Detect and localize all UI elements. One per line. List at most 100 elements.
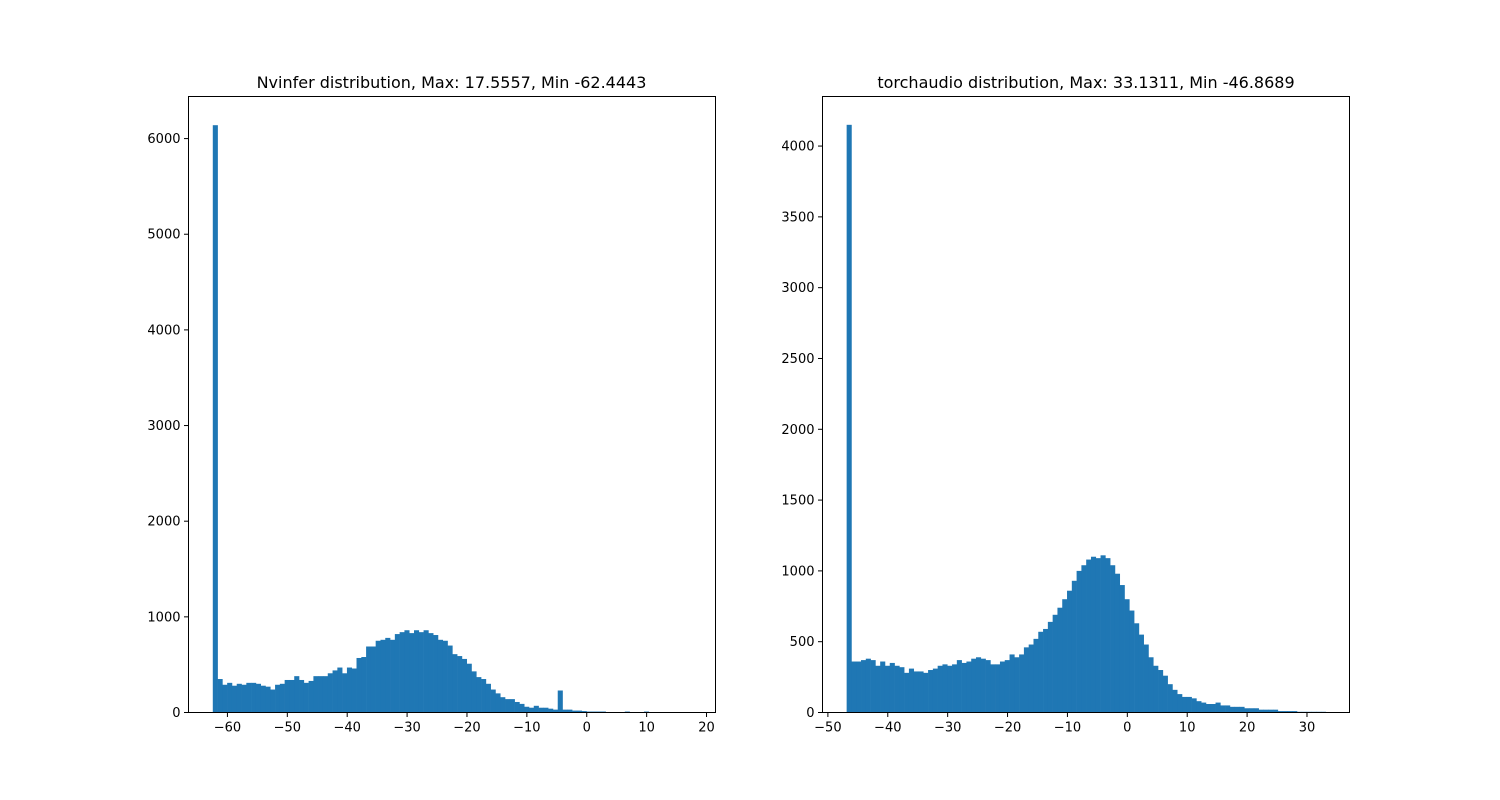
histogram-bar — [961, 662, 967, 713]
histogram-bar — [999, 661, 1006, 713]
histogram-bar — [562, 709, 568, 713]
histogram-bar — [1114, 573, 1121, 713]
histogram-bar — [947, 665, 953, 713]
histogram-bar — [1201, 702, 1207, 713]
y-tick-label: 500 — [790, 635, 815, 650]
histogram-bar — [1186, 696, 1192, 713]
histogram-bar — [1220, 705, 1226, 713]
histogram-bar — [995, 664, 1001, 713]
histogram-bar — [437, 639, 444, 713]
x-tick-label: 10 — [1179, 721, 1196, 736]
histogram-bar — [265, 686, 271, 713]
histogram-bar — [524, 706, 530, 713]
histogram-bar — [485, 683, 491, 713]
histogram-bar — [1167, 684, 1173, 713]
histogram-bar — [246, 682, 252, 713]
histogram-bar — [222, 684, 228, 713]
axes-frame — [822, 96, 1350, 713]
histogram-bar — [294, 676, 300, 713]
x-tick-label: −10 — [1054, 721, 1081, 736]
histogram-bar — [356, 657, 362, 713]
x-tick-label: −20 — [994, 721, 1021, 736]
histogram-bar — [1158, 670, 1164, 713]
x-tick-label: 20 — [698, 721, 715, 736]
histogram-bar — [1249, 708, 1255, 713]
histogram-bar — [533, 705, 539, 713]
histogram-bar — [1244, 708, 1250, 713]
histogram-bar — [1110, 565, 1116, 713]
histogram-bar — [1277, 711, 1283, 713]
histogram-bar — [490, 689, 496, 713]
histogram-bar — [452, 654, 458, 713]
histogram-bar — [461, 658, 468, 713]
y-tick-label: 3000 — [781, 281, 814, 296]
histogram-bar — [1134, 623, 1140, 713]
histogram-bar — [255, 683, 261, 713]
histogram-bar — [519, 703, 525, 713]
histogram-bar — [1162, 675, 1168, 713]
x-tick-label: −50 — [274, 721, 301, 736]
histogram-bar — [346, 667, 353, 713]
histogram-bar — [337, 667, 343, 713]
histogram-bar — [361, 657, 367, 713]
histogram-bar — [1282, 711, 1288, 713]
histogram-bar — [966, 661, 972, 713]
histogram-bar — [1067, 590, 1073, 713]
histogram-bar — [581, 711, 587, 713]
histogram-bar — [241, 684, 247, 713]
histogram-bar — [1205, 704, 1212, 713]
histogram-bar — [1263, 709, 1269, 713]
histogram-bar — [980, 658, 986, 713]
histogram-bar — [918, 671, 924, 713]
histogram-bar — [375, 640, 381, 713]
y-tick-label: 2000 — [147, 515, 180, 530]
histogram-bar — [217, 679, 223, 713]
y-tick-label: 6000 — [147, 132, 180, 147]
histogram-bar — [212, 125, 218, 713]
histogram-bar — [557, 690, 563, 713]
histogram-bar — [1014, 657, 1020, 713]
histogram-bar — [851, 661, 857, 713]
histogram-bar — [236, 683, 242, 713]
histogram-bar — [1177, 694, 1183, 713]
histogram-bar — [952, 664, 958, 713]
histogram-bar — [299, 679, 305, 713]
histogram-bar — [447, 645, 453, 713]
histogram-bar — [889, 662, 895, 713]
histogram-bar — [303, 682, 309, 713]
histogram-bar — [404, 630, 410, 713]
histogram-bar — [332, 670, 338, 713]
histogram-bar — [1253, 708, 1259, 713]
histogram-bar — [861, 660, 867, 713]
histogram-bars — [212, 125, 659, 713]
histogram-bars — [846, 124, 1327, 713]
histogram-bar — [1229, 706, 1236, 713]
x-tick-label: −60 — [214, 721, 241, 736]
y-ticks: 0 1000 2000 3000 4000 5000 6000 — [147, 132, 189, 721]
histogram-bar — [260, 685, 266, 713]
histogram-bar — [466, 663, 472, 713]
histogram-bar — [899, 667, 905, 713]
histogram-bar — [1129, 610, 1135, 713]
histogram-bar — [1292, 711, 1298, 713]
histogram-bar — [884, 665, 891, 713]
x-tick-label: 20 — [1239, 721, 1256, 736]
histogram-bar — [1062, 599, 1068, 713]
histogram-bar — [414, 630, 420, 713]
histogram-bar — [1081, 565, 1087, 713]
histogram-bar — [399, 632, 405, 713]
histogram-bar — [548, 708, 554, 713]
x-ticks: −50 −40 −30 −20 −10 0 10 20 30 — [814, 712, 1315, 736]
histogram-bar — [442, 640, 448, 713]
histogram-bar — [971, 658, 977, 713]
histogram-bar — [1191, 698, 1197, 713]
histogram-bar — [370, 646, 376, 713]
histogram-bar — [904, 672, 910, 713]
histogram-bar — [457, 656, 463, 713]
histogram-bar — [572, 710, 578, 713]
histogram-bar — [409, 633, 415, 713]
histogram-bar — [908, 668, 915, 713]
histogram-bar — [509, 699, 515, 713]
y-tick-label: 5000 — [147, 228, 180, 243]
histogram-bar — [1043, 628, 1049, 713]
